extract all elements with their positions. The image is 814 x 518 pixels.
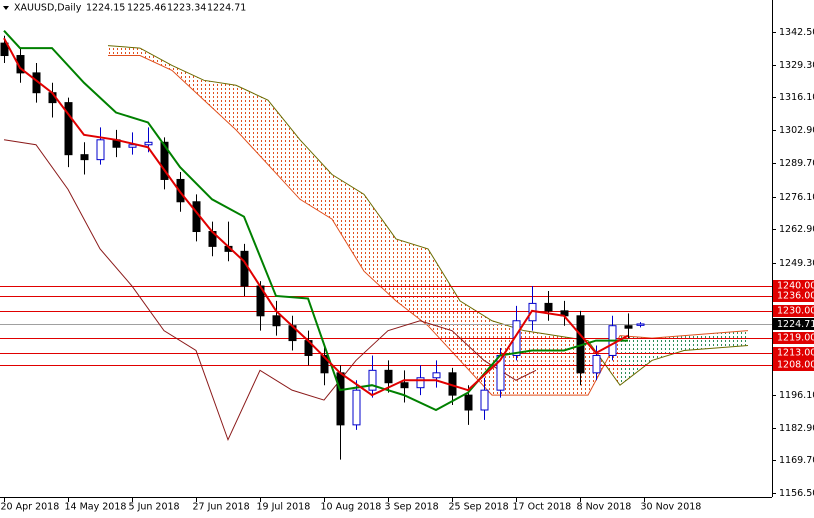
candle-body — [160, 141, 169, 180]
candle-body — [272, 315, 281, 327]
candle-body — [336, 372, 345, 426]
y-tick-label: 1156.50 — [779, 488, 814, 499]
level-label-box — [773, 305, 814, 317]
candle-body — [416, 377, 425, 389]
x-tick-label: 30 Nov 2018 — [641, 502, 702, 513]
cloud-segment — [364, 194, 396, 301]
chikou-span — [3, 139, 537, 442]
y-tick-label: 1289.70 — [779, 158, 814, 169]
candle-body — [464, 394, 473, 411]
candle-body — [144, 141, 153, 146]
candle-body — [636, 323, 645, 326]
candle-body — [368, 369, 377, 391]
cloud-segment — [140, 48, 172, 71]
level-label-box — [773, 332, 814, 344]
senkou-span-b — [107, 45, 749, 386]
cloud-segment — [716, 330, 748, 349]
candle-body — [544, 302, 553, 312]
candle-body — [592, 354, 601, 374]
candle-body — [80, 154, 89, 161]
cloud-segment — [684, 333, 716, 351]
y-tick-label: 1262.90 — [779, 224, 814, 235]
candle-body — [352, 389, 361, 426]
senkou-span-a — [108, 55, 749, 396]
candle-body — [320, 354, 329, 374]
y-tick-label: 1276.10 — [779, 192, 814, 203]
level-label-box — [773, 280, 814, 292]
y-tick-label: 1196.10 — [779, 390, 814, 401]
x-tick-label: 3 Sep 2018 — [385, 502, 439, 513]
candle-body — [128, 144, 137, 148]
cloud-segment — [652, 335, 684, 361]
cloud-segment — [300, 139, 332, 220]
candle-body — [0, 42, 9, 57]
x-tick-label: 27 Jun 2018 — [193, 502, 250, 513]
y-tick-label: 1302.90 — [779, 125, 814, 136]
candle-body — [96, 139, 105, 161]
cloud-segment — [236, 85, 268, 165]
cloud-segment — [268, 100, 300, 200]
cloud-segment — [172, 65, 204, 101]
cloud-segment — [524, 330, 556, 396]
candle-body — [512, 320, 521, 356]
y-tick-label: 1342.50 — [779, 27, 814, 38]
candle-body — [480, 389, 489, 411]
level-label: 1208.00 — [777, 360, 814, 371]
y-tick-label: 1329.30 — [779, 60, 814, 71]
x-tick-label: 25 Sep 2018 — [449, 502, 509, 513]
last-price-box — [773, 318, 814, 330]
cloud-segment — [428, 248, 460, 361]
cloud-segment — [108, 45, 140, 56]
candle-body — [176, 178, 185, 203]
level-label: 1213.00 — [777, 348, 814, 359]
y-tick-label: 1182.90 — [779, 423, 814, 434]
header-open: 1224.15 — [86, 3, 125, 14]
tenkan-sen — [3, 37, 629, 397]
cloud-segment — [204, 80, 236, 130]
candle-body — [64, 102, 73, 156]
y-tick-label: 1249.30 — [779, 258, 814, 269]
candle-body — [384, 369, 393, 384]
cloud-segment — [396, 238, 428, 326]
x-tick-label: 19 Jul 2018 — [257, 502, 311, 513]
level-label-box — [773, 290, 814, 302]
x-tick-label: 5 Jun 2018 — [129, 502, 180, 513]
candle-body — [624, 325, 633, 329]
x-tick-label: 20 Apr 2018 — [1, 502, 60, 513]
candle-body — [240, 250, 249, 287]
y-tick-label: 1316.10 — [779, 92, 814, 103]
x-tick-label: 14 May 2018 — [65, 502, 127, 513]
level-label: 1219.00 — [777, 333, 814, 344]
level-label: 1230.00 — [777, 306, 814, 317]
cloud-segment — [332, 174, 364, 272]
level-label-box — [773, 359, 814, 371]
x-tick-label: 8 Nov 2018 — [577, 502, 632, 513]
candle-body — [432, 372, 441, 379]
cloud-segment — [620, 335, 652, 386]
header-close: 1224.71 — [207, 3, 246, 14]
level-label-box — [773, 347, 814, 359]
kijun-sen — [3, 30, 628, 412]
header-high: 1225.46 — [127, 3, 166, 14]
level-label: 1236.00 — [777, 291, 814, 302]
level-label: 1240.00 — [777, 281, 814, 292]
header-low: 1223.34 — [167, 3, 206, 14]
candle-body — [400, 382, 409, 389]
symbol: XAUUSD,Daily — [14, 3, 82, 14]
last-price-label: 1224.71 — [777, 319, 814, 330]
menu-arrow[interactable] — [3, 6, 9, 10]
x-tick-label: 17 Oct 2018 — [513, 502, 572, 513]
y-tick-label: 1169.70 — [779, 455, 814, 466]
x-tick-label: 10 Aug 2018 — [321, 502, 382, 513]
